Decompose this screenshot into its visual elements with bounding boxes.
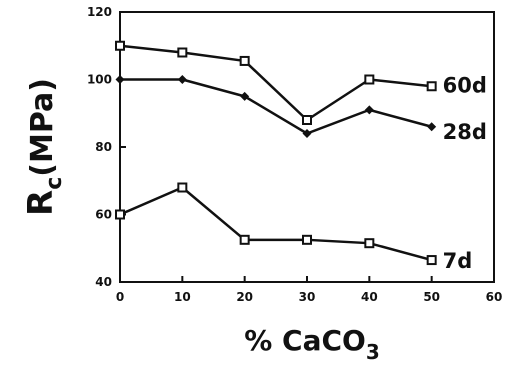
y-axis-title-subscript: c [42, 177, 67, 190]
series-line-28d [120, 78, 432, 135]
point-28d [427, 122, 437, 132]
point-60d [426, 81, 437, 92]
point-7d [426, 255, 437, 266]
series-label-7d: 7d [443, 249, 473, 273]
point-60d [364, 74, 375, 85]
x-axis-title-subscript: 3 [366, 340, 380, 364]
point-7d [364, 238, 375, 249]
point-28d [302, 129, 312, 138]
point-7d [115, 209, 125, 220]
point-7d [239, 234, 250, 245]
point-60d [177, 47, 188, 58]
x-tick-label: 60 [486, 290, 503, 304]
point-7d [177, 182, 188, 193]
y-axis-ticks: 40 60 80 100 120 [87, 5, 126, 289]
y-axis-title-rest: (MPa) [25, 78, 60, 177]
x-axis-ticks: 0 10 20 30 40 50 60 [116, 276, 503, 304]
point-60d [239, 55, 250, 66]
series-line-60d [119, 44, 432, 122]
series-label-60d: 60d [443, 73, 487, 97]
x-tick-label: 20 [236, 290, 253, 304]
point-60d [302, 115, 312, 125]
y-tick-label: 100 [87, 73, 112, 87]
x-tick-label: 30 [299, 290, 316, 304]
x-tick-label: 50 [423, 290, 440, 304]
point-60d [115, 40, 125, 51]
point-28d [364, 105, 374, 115]
y-tick-label: 40 [95, 275, 112, 289]
x-tick-label: 40 [361, 290, 378, 304]
x-tick-label: 10 [174, 290, 191, 304]
point-7d [302, 234, 312, 245]
y-axis-title-base: R [21, 190, 61, 216]
y-tick-label: 60 [95, 208, 112, 222]
x-tick-label: 0 [116, 290, 124, 304]
point-28d [240, 91, 250, 101]
series-line-7d [119, 186, 432, 262]
point-28d [177, 75, 187, 84]
y-tick-label: 120 [87, 5, 112, 19]
x-axis-title-main: % CaCO [244, 324, 366, 357]
x-axis-title: % CaCO3 [244, 324, 380, 364]
point-28d [115, 75, 125, 84]
series-layer: 60d 28d 7d [115, 40, 487, 273]
y-axis-title: Rc(MPa) [21, 78, 67, 216]
series-label-28d: 28d [443, 120, 487, 144]
y-tick-label: 80 [95, 140, 112, 154]
